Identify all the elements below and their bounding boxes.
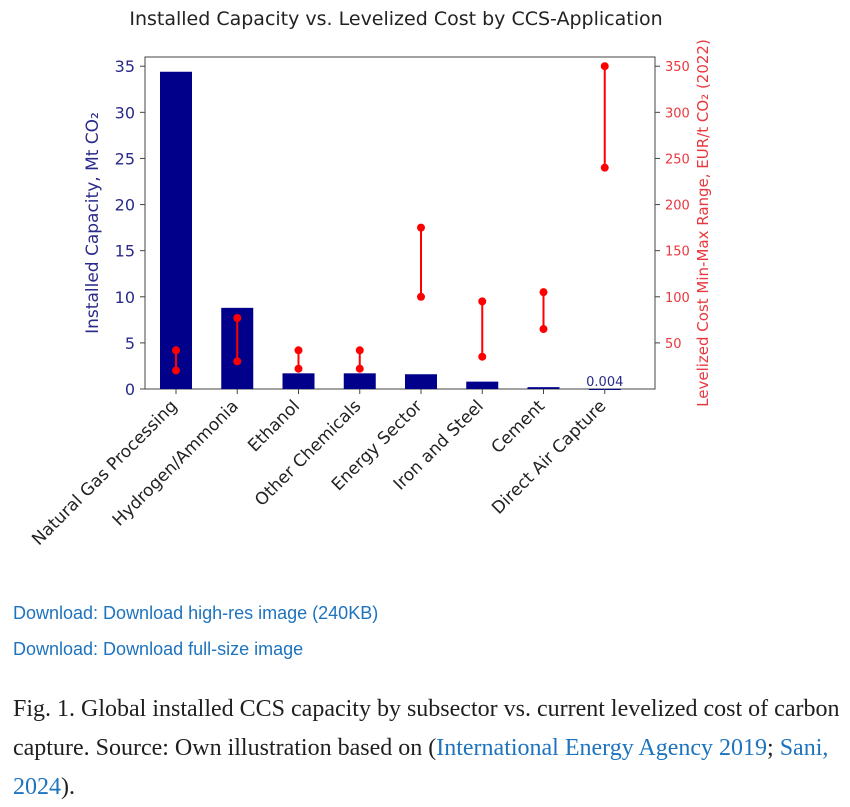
- cost-min-point: [417, 292, 425, 301]
- cost-ranges: [172, 62, 609, 375]
- bar: [343, 373, 376, 389]
- caption-text-end: ).: [61, 774, 75, 800]
- caption-separator: ;: [767, 735, 780, 761]
- download-full-size-link[interactable]: Download: Download full-size image: [13, 639, 304, 659]
- cost-max-point: [478, 297, 487, 306]
- cost-max-point: [539, 288, 548, 297]
- bar: [466, 381, 499, 389]
- right-tick-label: 200: [665, 199, 690, 214]
- download-links: Download: Download high-res image (240KB…: [13, 600, 378, 672]
- cost-max-point: [172, 346, 180, 355]
- left-tick-label: 35: [115, 57, 135, 76]
- right-axis-label: Levelized Cost Min-Max Range, EUR/t CO₂ …: [694, 39, 712, 407]
- left-axis-ticks: 0 5 10 15 20 25 30 35: [115, 57, 145, 399]
- left-tick-label: 25: [115, 149, 135, 168]
- bar: [160, 71, 192, 389]
- right-tick-label: 300: [665, 106, 690, 121]
- cost-min-point: [600, 163, 609, 172]
- x-tick-label: Hydrogen/Ammonia: [109, 396, 243, 530]
- chart: Installed Capacity vs. Levelized Cost by…: [28, 8, 712, 550]
- left-tick-label: 30: [115, 103, 135, 122]
- bar: [527, 387, 560, 389]
- left-tick-label: 20: [115, 196, 135, 215]
- caption-text-start: Fig. 1. Global installed CCS capacity by…: [13, 696, 840, 761]
- x-tick-label: Ethanol: [244, 396, 304, 456]
- cost-min-point: [539, 325, 548, 334]
- cost-max-point: [600, 62, 609, 71]
- download-high-res-link[interactable]: Download: Download high-res image (240KB…: [13, 603, 379, 623]
- right-tick-label: 50: [665, 337, 682, 352]
- data-label: 0.004: [586, 375, 623, 390]
- bar: [282, 373, 315, 389]
- right-axis-ticks: 50 100 150 200 250 300 350: [655, 60, 690, 352]
- figure-caption: Fig. 1. Global installed CCS capacity by…: [13, 690, 848, 807]
- cost-max-point: [233, 313, 242, 322]
- reference-link-sani[interactable]: Sani, 2024: [13, 735, 829, 800]
- chart-title: Installed Capacity vs. Levelized Cost by…: [129, 8, 662, 30]
- x-tick-label: Cement: [488, 396, 550, 458]
- right-tick-label: 350: [665, 60, 690, 75]
- cost-max-point: [355, 346, 364, 355]
- left-tick-label: 10: [115, 288, 135, 307]
- plot-frame: [144, 56, 656, 390]
- annotations: 0.004: [586, 375, 623, 390]
- left-tick-label: 0: [125, 380, 135, 399]
- bar: [405, 374, 437, 389]
- cost-min-point: [294, 364, 303, 373]
- cost-min-point: [172, 366, 180, 375]
- x-tick-label: Direct Air Capture: [488, 396, 610, 518]
- cost-max-point: [294, 346, 303, 355]
- reference-link-iea[interactable]: International Energy Agency 2019: [436, 735, 768, 761]
- x-tick-label: Other Chemicals: [251, 396, 365, 510]
- cost-min-point: [478, 352, 487, 361]
- bars: [160, 71, 621, 390]
- left-tick-label: 5: [125, 334, 135, 353]
- right-tick-label: 150: [665, 245, 690, 260]
- cost-max-point: [417, 223, 425, 232]
- right-tick-label: 250: [665, 152, 690, 167]
- cost-min-point: [355, 364, 364, 373]
- cost-min-point: [233, 357, 242, 366]
- right-tick-label: 100: [665, 291, 690, 306]
- left-axis-label: Installed Capacity, Mt CO₂: [83, 112, 103, 334]
- left-tick-label: 15: [115, 242, 135, 261]
